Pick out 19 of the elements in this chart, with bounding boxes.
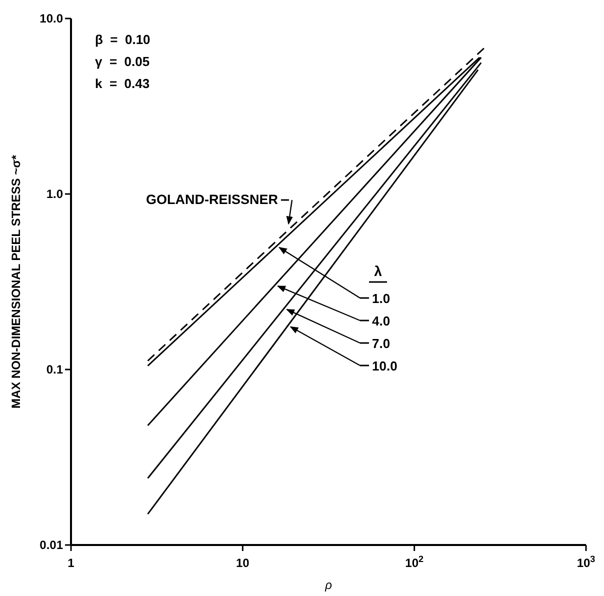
y-axis-title: MAX NON-DIMENSIONAL PEEL STRESS ~σ* bbox=[9, 154, 23, 408]
x-tick-label: 10$^{3}$ bbox=[576, 554, 596, 570]
x-tick-label: 10$^{2}$ bbox=[405, 554, 424, 570]
annotation: γ = 0.05 bbox=[95, 54, 150, 69]
legend-label: 7.0 bbox=[372, 336, 390, 351]
y-tick-label: 10.0 bbox=[40, 12, 64, 26]
y-tick-label: 0.1 bbox=[46, 362, 64, 377]
legend-label: 1.0 bbox=[372, 291, 390, 306]
annotation: k = 0.43 bbox=[95, 76, 150, 91]
x-axis-title: ρ bbox=[324, 578, 332, 592]
legend-label: 10.0 bbox=[372, 358, 398, 374]
annotation: β = 0.10 bbox=[95, 32, 150, 47]
legend-title: λ bbox=[374, 263, 382, 279]
y-tick-label: 1.0 bbox=[46, 187, 64, 202]
y-tick-label: 0.01 bbox=[40, 538, 64, 552]
series-label: GOLAND-REISSNER bbox=[146, 192, 278, 207]
legend-label: 4.0 bbox=[372, 314, 390, 328]
x-tick-label: 1 bbox=[68, 556, 75, 570]
x-tick-label: 10 bbox=[236, 556, 250, 570]
